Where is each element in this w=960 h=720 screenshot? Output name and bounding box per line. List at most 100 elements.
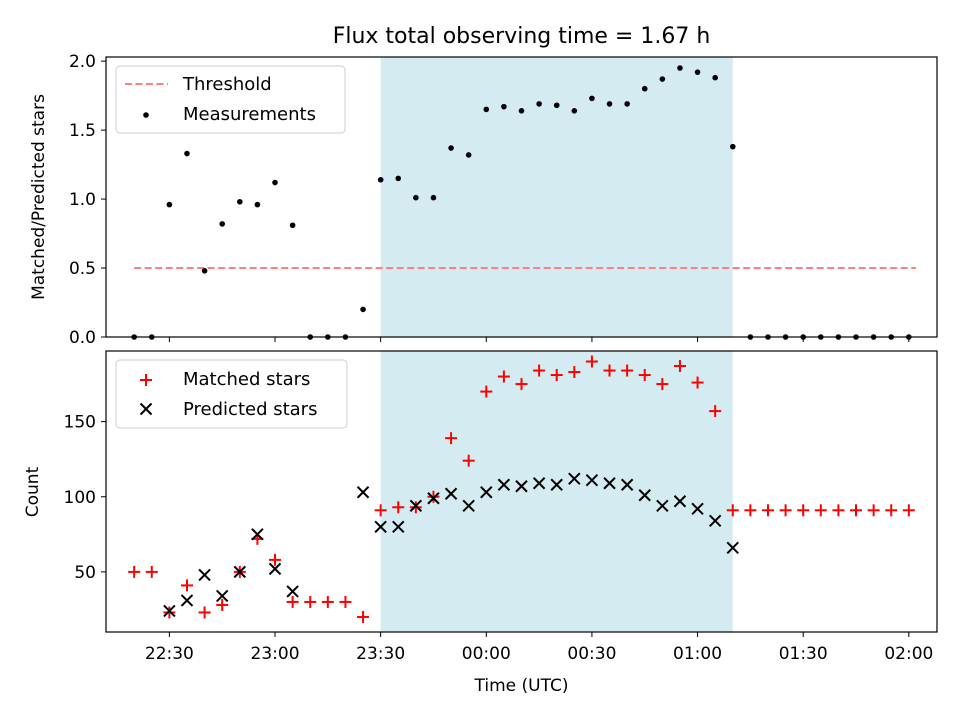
measurement-point — [254, 201, 261, 208]
predicted-star-marker — [392, 520, 405, 534]
measurement-point — [606, 101, 613, 107]
predicted-star-marker — [656, 499, 669, 512]
count-legend-box — [115, 359, 348, 429]
matched-star-marker — [621, 364, 634, 377]
matched-star-marker — [128, 565, 141, 578]
x-tick-label: 00:00 — [462, 644, 511, 664]
measurement-point — [201, 267, 208, 274]
matched-star-marker — [445, 432, 458, 445]
ratio-y-tick-label: 1.5 — [69, 121, 96, 141]
matched-star-marker — [198, 606, 211, 619]
matched-star-marker — [304, 595, 317, 608]
matched-star-marker — [656, 378, 669, 391]
predicted-star-marker — [462, 499, 475, 512]
measurement-point — [184, 150, 190, 157]
measurement-point — [219, 221, 225, 227]
matched-star-marker — [832, 504, 845, 517]
x-tick-label: 23:30 — [356, 644, 405, 664]
measurement-point — [413, 194, 419, 201]
measurement-point — [430, 194, 437, 201]
matched-star-marker — [797, 504, 810, 517]
x-tick-label: 23:00 — [251, 644, 300, 664]
predicted-star-marker — [251, 528, 264, 541]
ratio-y-ticks: 0.0 0.5 1.0 1.5 2.0 — [69, 52, 106, 348]
predicted-star-marker — [409, 499, 423, 512]
matched-star-marker — [286, 595, 299, 608]
matched-star-marker — [339, 595, 352, 608]
predicted-star-marker — [497, 478, 511, 491]
measurement-point — [589, 95, 595, 102]
matched-star-marker — [691, 376, 704, 389]
predicted-star-marker — [480, 486, 493, 499]
measurement-point — [536, 101, 542, 107]
x-tick-label: 01:00 — [673, 644, 722, 664]
legend-predicted-label: Predicted stars — [183, 399, 317, 420]
legend-predicted-swatch — [139, 402, 153, 416]
matched-star-marker — [392, 501, 405, 514]
predicted-star-marker — [163, 604, 176, 618]
matched-star-marker — [269, 553, 282, 566]
matched-star-marker — [321, 595, 334, 608]
count-y-ticks: 50 100 150 — [64, 413, 106, 583]
predicted-star-marker — [638, 489, 651, 502]
count-legend: Matched stars Predicted stars — [115, 359, 348, 429]
predicted-star-marker — [532, 477, 546, 490]
matched-star-marker — [163, 606, 176, 619]
predicted-star-marker — [603, 477, 616, 490]
measurement-points — [131, 65, 912, 340]
ratio-y-tick-label: 0.5 — [69, 259, 96, 279]
ratio-panel: 0.00.51.01.52.0 Matched/Predicted stars … — [29, 52, 938, 348]
measurement-point — [712, 74, 718, 81]
matched-star-marker — [867, 504, 880, 517]
matched-star-marker — [726, 504, 739, 517]
matched-star-marker — [673, 360, 686, 373]
count-axes-frame — [105, 350, 938, 633]
predicted-star-marker — [444, 487, 458, 500]
measurement-point — [659, 76, 666, 82]
ratio-axes-frame — [105, 56, 938, 338]
matched-star-marker — [533, 364, 546, 377]
matched-star-marker — [885, 504, 898, 517]
matched-star-marker — [145, 565, 158, 578]
count-panel: 50 100 150 22:30 23:00 23:30 00:00 00:30 01:00 0… — [23, 350, 938, 696]
matched-star-marker — [357, 610, 370, 623]
matched-star-marker — [585, 355, 598, 368]
predicted-star-marker — [268, 562, 282, 576]
matched-star-marker — [850, 504, 863, 517]
predicted-star-marker — [233, 565, 247, 579]
predicted-star-marker — [726, 541, 739, 555]
predicted-star-marker — [374, 520, 387, 534]
matched-star-marker — [902, 504, 915, 517]
predicted-star-marker — [550, 478, 563, 491]
predicted-star-marker — [180, 594, 194, 607]
predicted-star-markers — [163, 472, 739, 618]
count-y-axis-label: Count — [23, 466, 43, 517]
legend-measurements-swatch — [143, 112, 149, 118]
predicted-star-marker — [356, 486, 370, 499]
matched-star-marker — [180, 579, 193, 592]
matched-star-marker — [497, 370, 510, 383]
ratio-legend-box — [115, 65, 346, 134]
predicted-star-marker — [427, 492, 440, 505]
matched-star-marker — [480, 385, 493, 398]
measurement-point — [677, 65, 683, 71]
measurement-point — [377, 176, 384, 183]
predicted-star-marker — [691, 502, 704, 515]
measurement-point — [501, 103, 507, 110]
measurement-point — [518, 107, 525, 114]
matched-star-marker — [744, 504, 757, 517]
x-tick-label: 22:30 — [145, 644, 194, 664]
predicted-star-marker — [198, 568, 211, 582]
measurement-point — [395, 175, 402, 182]
measurement-point — [272, 179, 278, 186]
chart-title: Flux total observing time = 1.67 h — [333, 24, 711, 49]
count-y-tick-label: 150 — [64, 413, 96, 433]
predicted-star-marker — [708, 514, 722, 528]
ratio-y-tick-label: 1.0 — [69, 190, 96, 210]
predicted-star-marker — [215, 589, 229, 603]
legend-matched-swatch — [140, 374, 152, 386]
measurement-point — [237, 199, 243, 205]
predicted-star-marker — [515, 480, 528, 493]
matched-star-marker — [427, 490, 440, 503]
